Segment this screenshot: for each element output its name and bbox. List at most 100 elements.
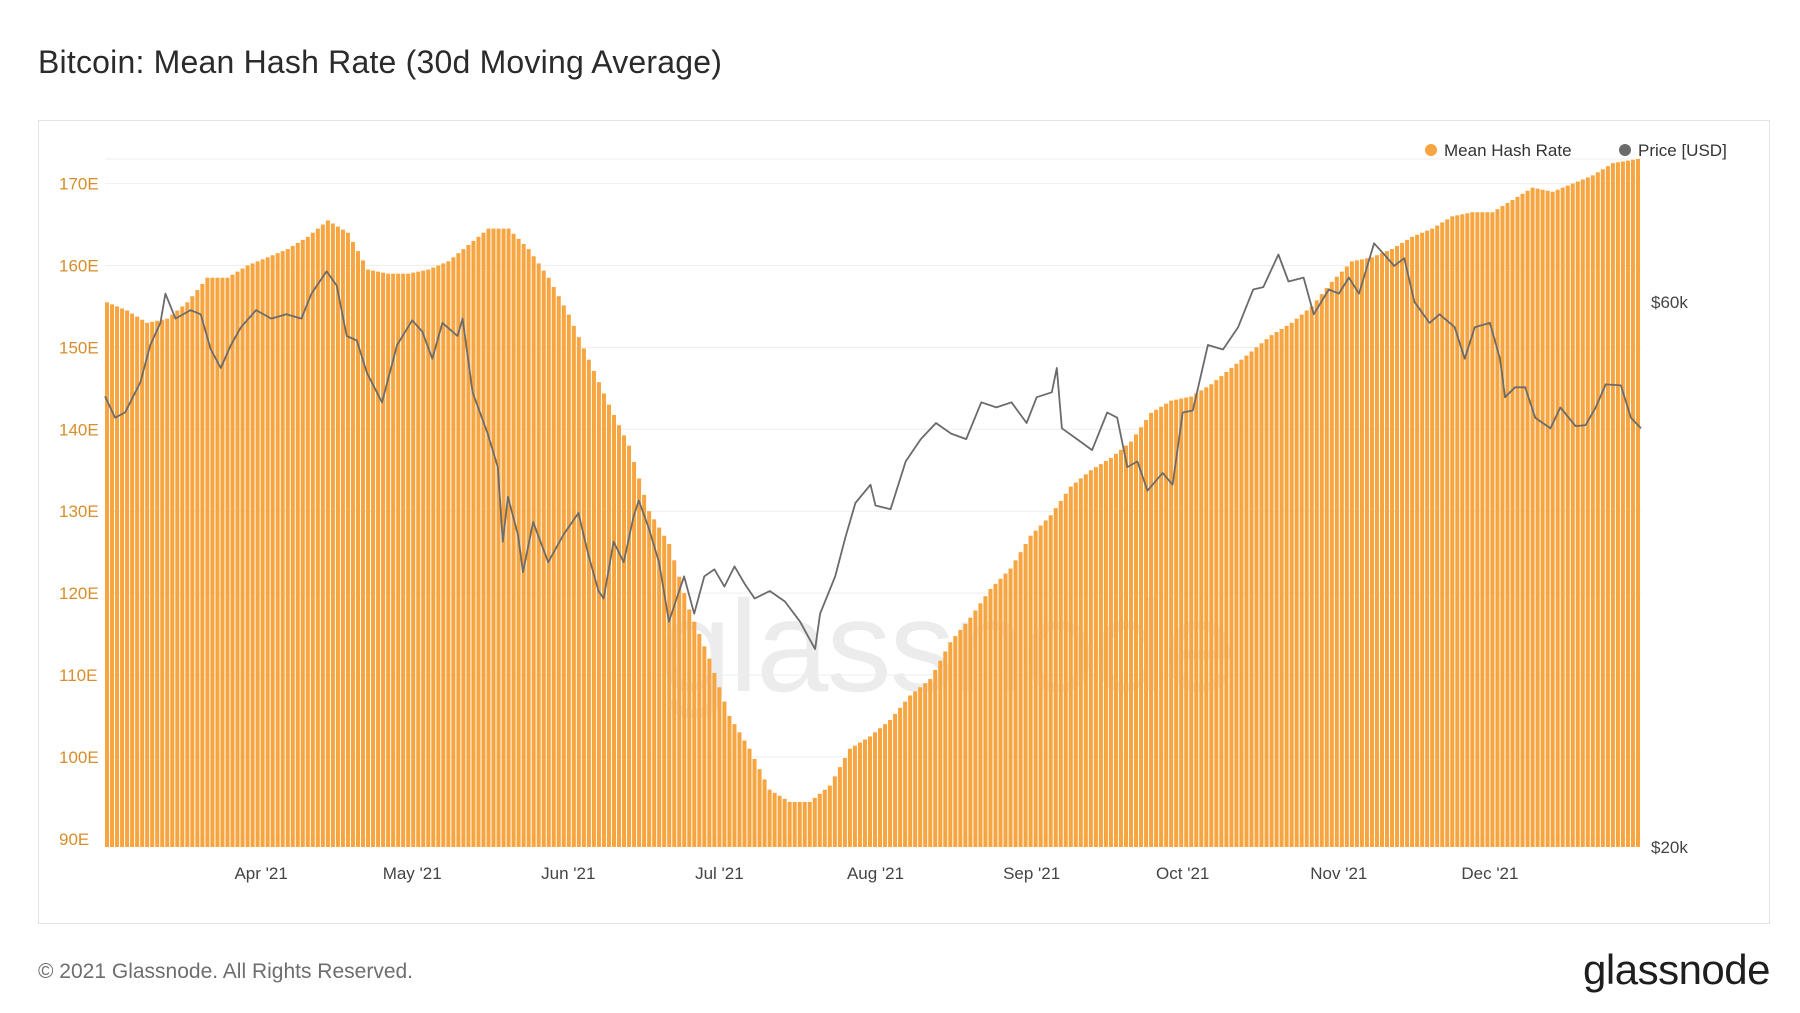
hash-rate-bar [898,707,903,847]
hash-rate-bar [873,732,878,847]
hash-rate-bar [255,261,260,847]
glassnode-logo[interactable]: glassnode [1583,946,1770,993]
hash-rate-bar [642,494,647,847]
hash-rate-bar [230,274,235,847]
hash-rate-bar [1595,172,1600,847]
hash-rate-bar [822,789,827,847]
hash-rate-bar [1309,306,1314,847]
hash-rate-bar [1239,359,1244,847]
hash-rate-bar [883,724,888,847]
hash-rate-bar [1530,187,1535,848]
hash-rate-bar [1490,212,1495,847]
hash-rate-bar [571,325,576,847]
hash-rate-bar [606,404,611,847]
price-line [104,242,1642,650]
hash-rate-bar [792,801,797,847]
hash-rate-bar [1400,242,1405,847]
hash-rate-bar [531,256,536,847]
hash-rate-bar [1319,294,1324,847]
hash-rate-bar [1088,470,1093,847]
hash-rate-bar [737,732,742,847]
chart-svg: 90E 100E 110E 120E 130E 140E 150E 160E 170E $20k $… [59,141,1727,883]
hash-rate-bar [747,748,752,847]
hash-rate-bar [1334,276,1339,847]
hash-rate-bar [812,797,817,847]
hash-rate-bar [657,527,662,847]
hash-rate-bar [1244,355,1249,847]
hash-rate-bar [827,785,832,847]
hash-rate-bar [406,273,411,847]
hash-rate-bar [436,265,441,847]
hash-rate-bar [988,589,993,847]
hash-rate-bar [782,798,787,847]
hash-rate-bar [1259,343,1264,847]
hash-rate-bar [466,245,471,847]
hash-rate-bar [1229,367,1234,847]
hash-rate-bar [1179,398,1184,847]
hash-rate-bar [978,603,983,847]
hash-rate-bar [586,359,591,847]
hash-rate-bar [1580,179,1585,848]
hash-rate-bar [908,695,913,847]
hash-rate-bar [1224,371,1229,847]
hash-rate-bar [576,337,581,847]
x-axis-tick-label: Oct '21 [1156,864,1209,883]
hash-rate-bar [797,801,802,847]
hash-rate-bar [350,241,355,847]
left-axis-tick-label: 150E [59,338,99,357]
hash-rate-bars [105,159,1640,848]
hash-rate-bar [948,642,953,847]
hash-rate-bar [1279,328,1284,847]
hash-rate-bar [165,318,170,847]
hash-rate-bar [1068,486,1073,847]
hash-rate-bar [1455,215,1460,847]
hash-rate-bar [622,435,627,847]
legend-item-label[interactable]: Price [USD] [1638,141,1727,160]
x-axis-tick-label: Apr '21 [234,864,287,883]
hash-rate-bar [1410,236,1415,847]
hash-rate-bar [1053,508,1058,847]
hash-rate-bar [627,445,632,847]
hash-rate-bar [757,769,762,847]
hash-rate-bar [1625,160,1630,847]
legend-item-label[interactable]: Mean Hash Rate [1444,141,1572,160]
hash-rate-bar [1083,474,1088,847]
hash-rate-bar [511,233,516,847]
left-axis-tick-label: 90E [59,830,89,849]
hash-rate-bar [1324,288,1329,847]
hash-rate-bar [1134,434,1139,847]
hash-rate-bar [491,228,496,847]
hash-rate-bar [536,263,541,847]
hash-rate-bar [1510,199,1515,847]
hash-rate-bar [672,560,677,847]
hash-rate-bar [727,715,732,847]
hash-rate-bar [1379,253,1384,847]
hash-rate-bar [1620,161,1625,848]
hash-rate-bar [878,728,883,847]
hash-rate-bar [205,277,210,847]
hash-rate-bar [692,621,697,847]
hash-rate-bar [185,302,190,847]
hash-rate-bar [1550,191,1555,847]
hash-rate-bar [1374,255,1379,848]
hash-rate-bar [215,277,220,847]
hash-rate-bar [130,313,135,848]
chart-legend: Mean Hash Rate Price [USD] [1425,141,1727,160]
hash-rate-bar [195,290,200,847]
hash-rate-bar [391,273,396,847]
hash-rate-bar [1505,203,1510,847]
chart-frame: glassnode 90E 100E 110E 120E 130E 140E 150E 160… [38,120,1770,924]
left-axis-tick-label: 120E [59,584,99,603]
hash-rate-bar [1450,216,1455,847]
hash-rate-bar [481,232,486,848]
hash-rate-bar [416,271,421,847]
hash-rate-bar [1405,239,1410,847]
hash-rate-bar [1219,376,1224,847]
hash-rate-bar [687,609,692,847]
hash-rate-bar [1344,266,1349,847]
hash-rate-bar [762,779,767,847]
right-axis-tick-label: $20k [1651,838,1688,857]
hash-rate-bar [1339,271,1344,847]
hash-rate-bar [290,246,295,847]
hash-rate-bar [717,687,722,847]
